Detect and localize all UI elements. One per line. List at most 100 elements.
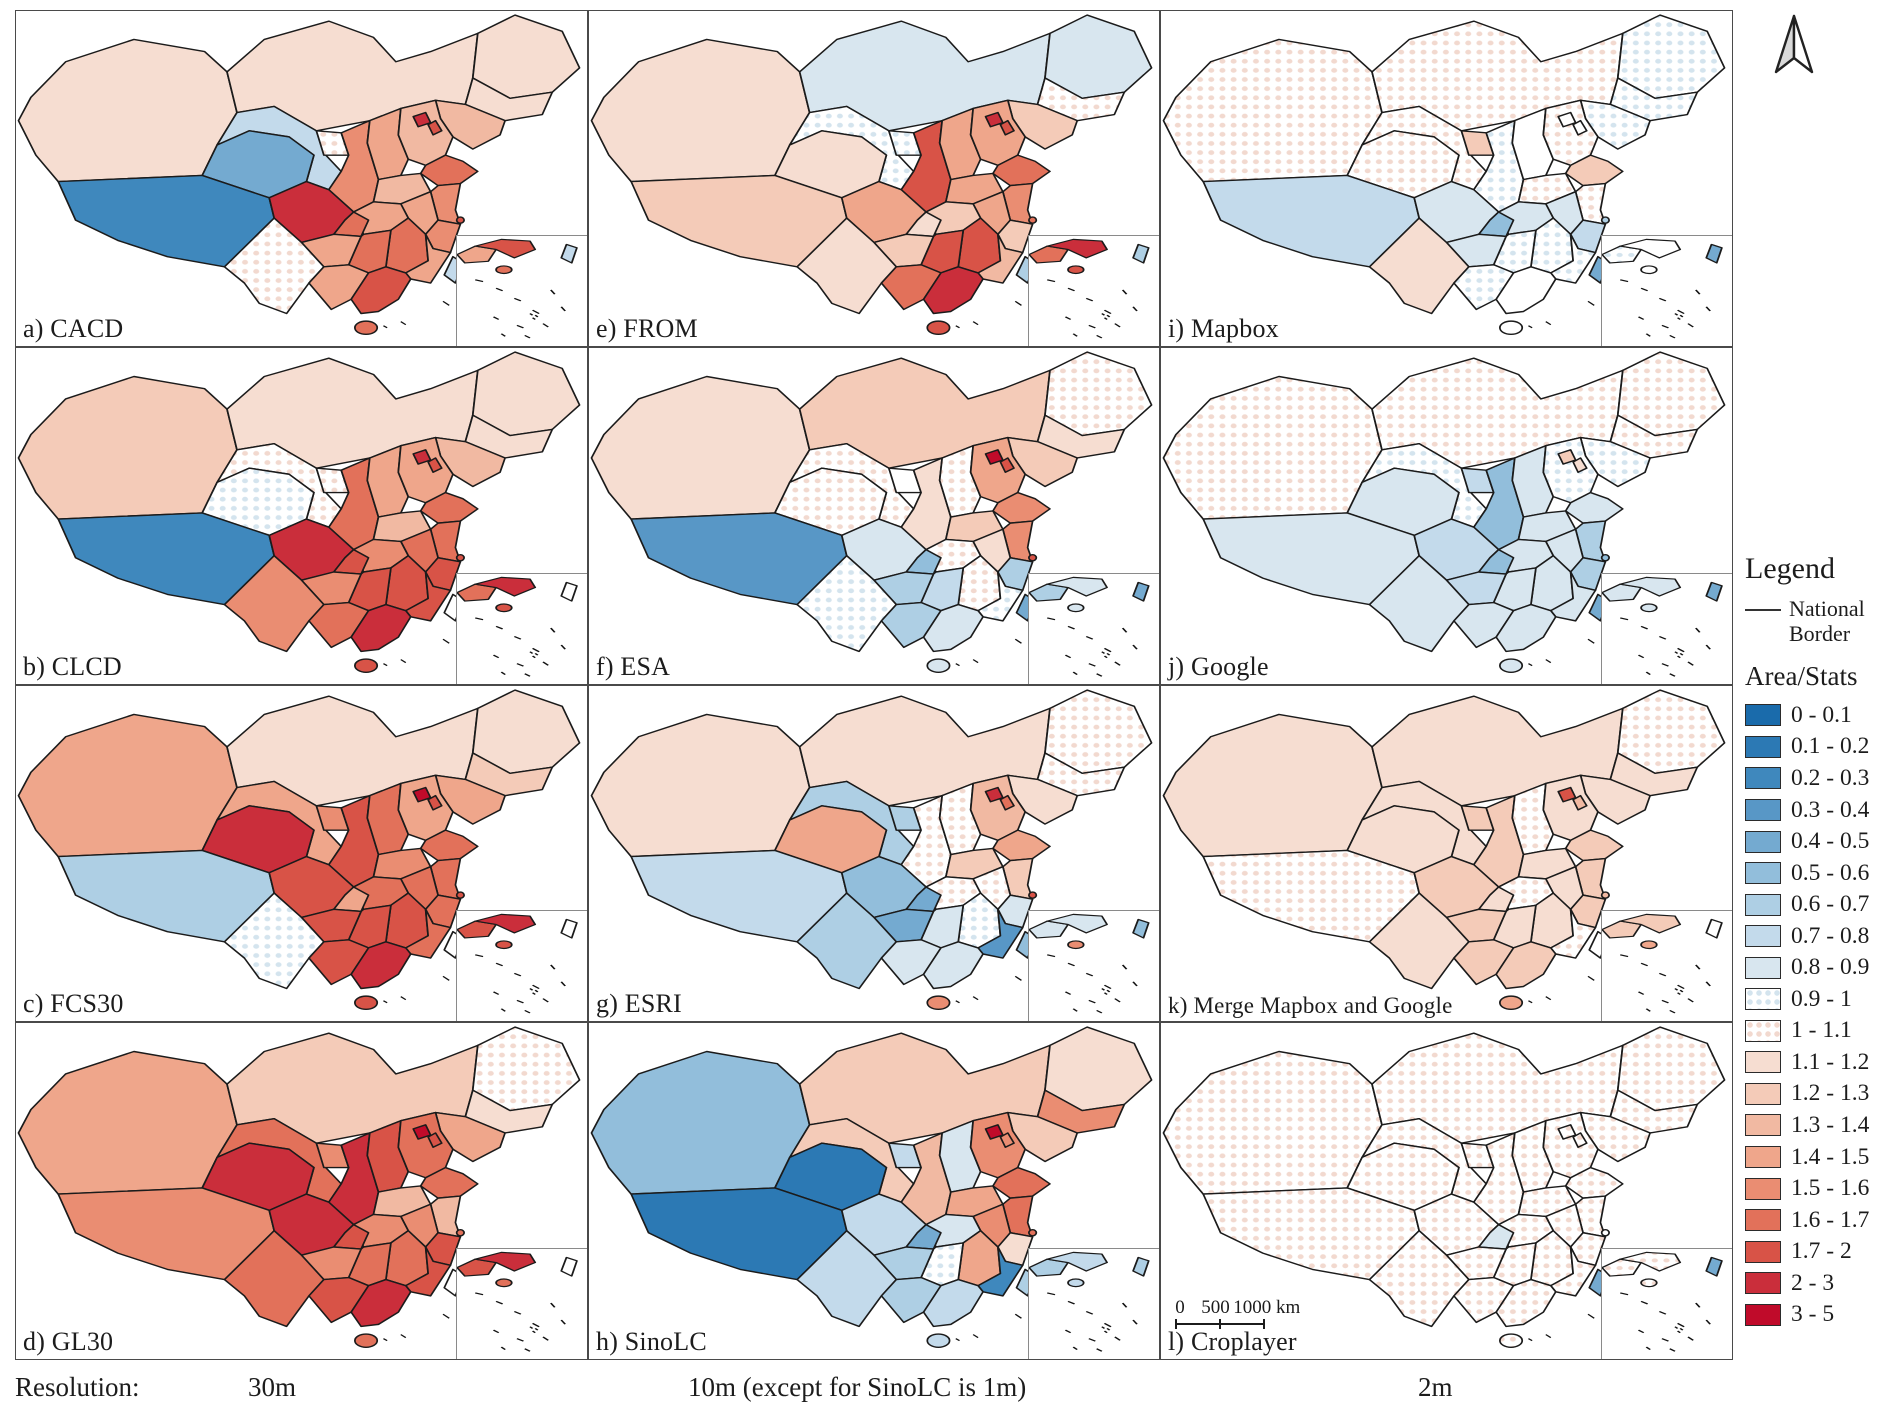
legend-swatch xyxy=(1745,925,1781,948)
province-shape xyxy=(1549,1246,1597,1297)
legend-class-row: 0.1 - 0.2 xyxy=(1745,731,1892,763)
scale-bar-line xyxy=(1175,1318,1271,1329)
panel-i: i) Mapbox xyxy=(1160,10,1733,347)
inset-island-dashes xyxy=(1619,279,1711,339)
province-shape xyxy=(427,794,443,811)
inset-hainan-shape xyxy=(1639,940,1658,950)
province-shape xyxy=(455,553,465,562)
legend-swatch xyxy=(1745,1146,1781,1169)
legend-class-label: 0 - 0.1 xyxy=(1791,701,1852,728)
province-shape xyxy=(223,554,325,653)
legend-swatch xyxy=(1745,1082,1781,1105)
resolution-col2: 10m (except for SinoLC is 1m) xyxy=(688,1372,1027,1402)
province-shape xyxy=(1572,1132,1588,1148)
south-china-sea-inset xyxy=(1027,1248,1159,1359)
china-choropleth-map xyxy=(17,351,581,674)
province-shape xyxy=(977,233,1024,284)
legend-swatch xyxy=(1745,1272,1781,1295)
province-shape xyxy=(926,1333,951,1349)
inset-taiwan-shape xyxy=(1132,919,1150,940)
legend-class-label: 1.5 - 1.6 xyxy=(1791,1175,1870,1202)
panel-label: h) SinoLC xyxy=(596,1327,707,1356)
province-shape xyxy=(471,14,581,100)
inset-guangdong-shape xyxy=(1619,914,1681,934)
south-china-sea-inset xyxy=(1027,235,1159,346)
province-shape xyxy=(1616,14,1726,100)
province-shape xyxy=(992,491,1051,524)
province-shape xyxy=(1616,689,1726,775)
province-shape xyxy=(1044,351,1153,437)
province-shape xyxy=(992,829,1051,862)
legend-swatch xyxy=(1745,830,1781,853)
province-shape xyxy=(992,1166,1051,1199)
national-border-label: National Border xyxy=(1789,596,1865,647)
legend-class-row: 0.9 - 1 xyxy=(1745,984,1892,1016)
inset-island-dashes xyxy=(474,617,566,677)
china-choropleth-map xyxy=(1162,14,1726,336)
province-shape xyxy=(999,794,1015,811)
legend-class-label: 1.7 - 2 xyxy=(1791,1238,1852,1265)
province-shape xyxy=(926,320,951,336)
province-shape xyxy=(223,892,325,990)
panel-b: b) CLCD xyxy=(15,347,588,685)
south-china-sea-inset xyxy=(455,910,587,1021)
province-shape xyxy=(922,941,984,990)
inset-island-dashes xyxy=(1046,617,1138,677)
province-shape xyxy=(1564,491,1624,524)
south-china-sea-inset xyxy=(1027,573,1159,684)
province-shape xyxy=(1600,891,1610,899)
legend-class-label: 1.2 - 1.3 xyxy=(1791,1080,1870,1107)
legend-class-label: 0.8 - 0.9 xyxy=(1791,954,1870,981)
inset-island-dashes xyxy=(1619,1292,1711,1352)
panel-f: f) ESA xyxy=(588,347,1160,685)
scale-bar: 0 500 1000 km xyxy=(1175,1297,1300,1329)
inset-guangdong-shape xyxy=(1619,576,1681,597)
china-choropleth-map xyxy=(17,14,581,336)
province-shape xyxy=(404,571,452,622)
legend-class-label: 0.5 - 0.6 xyxy=(1791,859,1870,886)
province-shape xyxy=(419,829,479,862)
legend-swatch xyxy=(1745,704,1781,727)
province-shape xyxy=(354,320,379,336)
province-shape xyxy=(1028,553,1038,562)
inset-island-dashes xyxy=(1046,954,1138,1014)
legend-stats-title: Area/Stats xyxy=(1745,660,1858,691)
inset-hainan-shape xyxy=(1067,265,1085,275)
resolution-footer: Resolution: 30m 10m (except for SinoLC i… xyxy=(0,1366,1892,1419)
province-shape xyxy=(427,457,443,473)
province-shape xyxy=(455,891,465,899)
province-shape xyxy=(1162,375,1383,520)
legend-class-row: 1.3 - 1.4 xyxy=(1745,1110,1892,1142)
legend-class-row: 1.2 - 1.3 xyxy=(1745,1078,1892,1110)
inset-taiwan-shape xyxy=(560,581,578,602)
legend-class-label: 0.6 - 0.7 xyxy=(1791,891,1870,918)
province-shape xyxy=(471,351,581,437)
inset-guangdong-shape xyxy=(1619,1251,1681,1272)
panel-k: k) Merge Mapbox and Google xyxy=(1160,685,1733,1022)
south-china-sea-inset xyxy=(1600,235,1732,346)
scale-bar-labels: 0 500 1000 km xyxy=(1175,1297,1300,1319)
legend-swatch xyxy=(1745,862,1781,885)
province-shape xyxy=(350,266,412,315)
inset-taiwan-shape xyxy=(1132,1256,1150,1277)
province-shape xyxy=(796,1229,898,1328)
province-shape xyxy=(796,554,898,653)
panel-label: d) GL30 xyxy=(23,1327,114,1356)
legend-swatch xyxy=(1745,956,1781,979)
south-china-sea-inset xyxy=(1600,573,1732,684)
province-shape xyxy=(796,892,898,990)
resolution-label: Resolution: xyxy=(15,1372,140,1402)
inset-guangxi-shape xyxy=(1027,920,1069,940)
province-shape xyxy=(1564,829,1624,862)
province-shape xyxy=(1564,154,1624,187)
province-shape xyxy=(223,1229,325,1328)
inset-guangdong-shape xyxy=(474,576,536,597)
province-shape xyxy=(926,658,951,674)
china-choropleth-map xyxy=(590,1026,1153,1349)
province-shape xyxy=(471,1026,581,1112)
resolution-col1: 30m xyxy=(248,1372,297,1402)
panel-label: f) ESA xyxy=(596,652,671,681)
legend-class-row: 2 - 3 xyxy=(1745,1267,1892,1299)
